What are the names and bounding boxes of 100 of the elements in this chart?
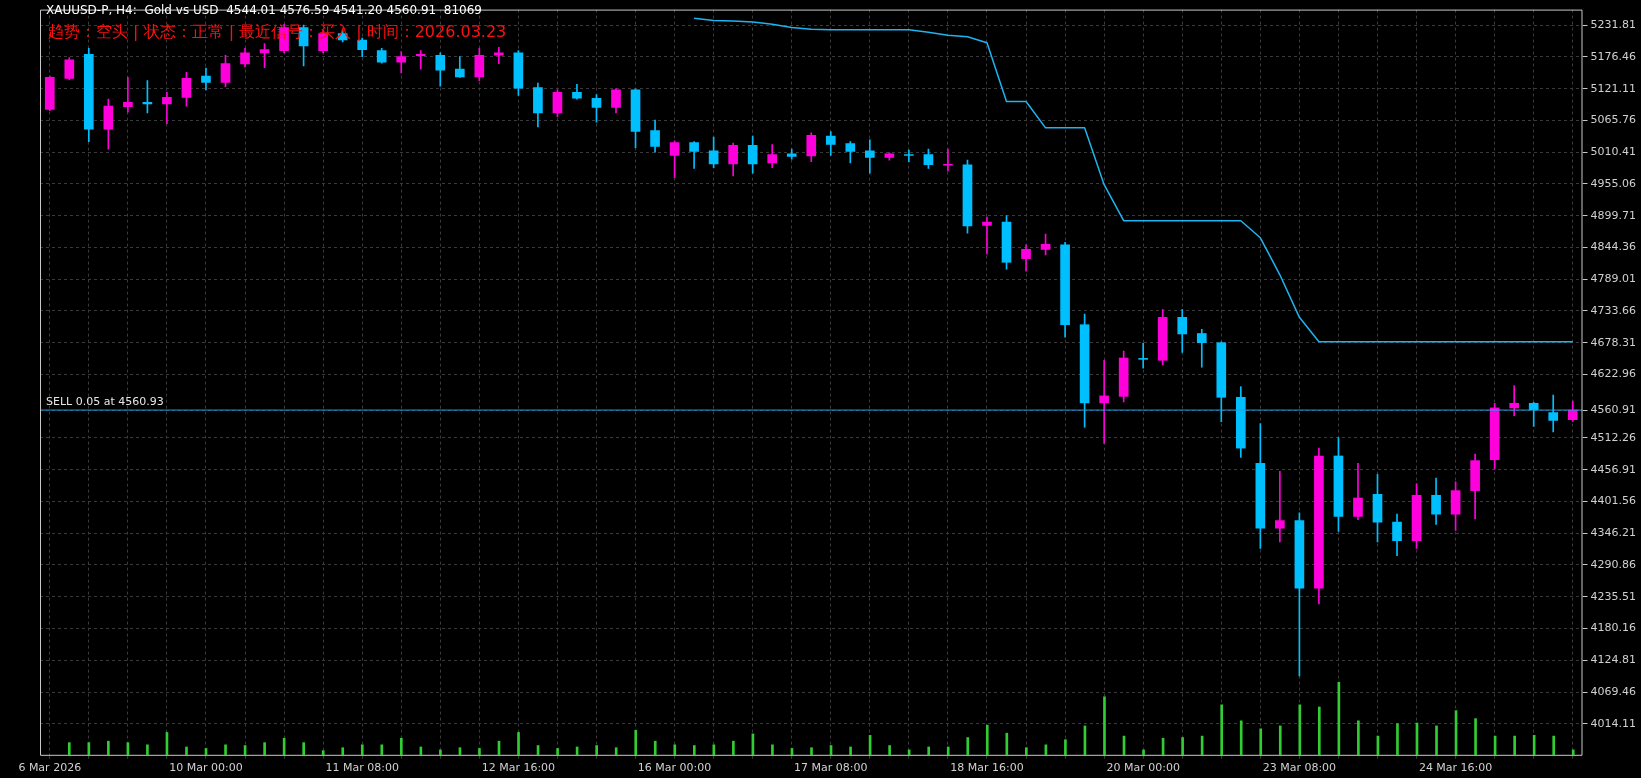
bar [67,742,71,755]
bar [595,745,598,755]
y-tick-label: 4678.31 [1590,335,1637,349]
bar [1220,704,1223,755]
candlestick [1275,470,1285,543]
candlestick [904,149,914,162]
bar [927,746,931,755]
bar [1532,735,1536,755]
x-tick-label: 11 Mar 08:00 [325,761,399,775]
bar [224,744,227,755]
bar [185,746,188,755]
bar [1396,723,1399,755]
y-tick-label: 4622.96 [1590,367,1637,381]
x-tick-label: 17 Mar 08:00 [794,761,868,775]
bar [302,742,306,755]
y-tick-label: 5176.46 [1590,49,1637,63]
y-tick-label: 4955.06 [1590,176,1637,190]
bar [478,748,481,755]
bar [1317,706,1321,755]
chart-title: XAUUSD-P, H4: Gold vs USD 4544.01 4576.59 4541.20 4560.91 81069 [46,3,482,17]
bar [439,749,442,755]
x-tick-label: 10 Mar 00:00 [169,761,243,775]
bar [771,744,774,755]
y-tick-label: 4512.26 [1590,430,1637,444]
bar [1005,732,1009,755]
y-tick-label: 4401.56 [1590,494,1637,508]
bar [1513,735,1516,755]
bar [1474,718,1477,755]
y-tick-label: 5121.11 [1590,81,1637,95]
candlestick [1196,329,1207,368]
bar [673,744,677,755]
bar [1552,735,1556,755]
bar [1571,749,1575,755]
y-tick-label: 4290.86 [1590,557,1637,571]
bar [888,745,891,755]
bar [692,745,696,755]
x-tick-label: 6 Mar 2026 [18,761,82,775]
y-tick-label: 4560.91 [1590,402,1637,416]
y-tick-label: 4844.36 [1590,240,1637,254]
y-tick-label: 5065.76 [1590,113,1637,127]
y-tick-label: 5010.41 [1590,145,1637,159]
candlestick [123,77,133,113]
bar [849,746,852,755]
candlestick [1138,342,1149,369]
bar [1435,725,1438,755]
bar [1239,720,1243,755]
candlestick [1099,359,1109,444]
bar [614,747,618,755]
y-tick-label: 4014.11 [1590,716,1637,730]
bar [966,737,970,755]
bar [517,732,520,755]
candlestick [943,148,953,172]
bar [1357,720,1360,755]
bar [341,747,345,755]
bar [321,750,325,755]
y-tick-label: 4733.66 [1590,303,1637,317]
bar [380,744,384,755]
bar [146,744,149,755]
y-tick-label: 4124.81 [1590,653,1637,667]
bar [400,737,403,755]
bar [1298,704,1302,755]
bar [556,748,559,755]
bar [810,747,813,755]
candlestick [162,91,172,124]
bar [1025,747,1028,755]
bar [360,744,364,755]
candlestick [494,47,504,64]
bar [87,742,91,755]
y-tick-label: 4180.16 [1590,621,1637,635]
y-tick-label: 4899.71 [1590,208,1637,222]
y-tick-label: 4346.21 [1590,526,1637,540]
candlestick [415,50,426,70]
ref-line-label: SELL 0.05 at 4560.93 [46,395,164,409]
x-tick-label: 20 Mar 00:00 [1106,761,1180,775]
candlestick [982,216,992,255]
x-tick-label: 24 Mar 16:00 [1418,761,1493,775]
bar [634,729,638,755]
bar [732,740,735,755]
bar [263,742,266,755]
bar [653,740,657,755]
y-tick-label: 4789.01 [1590,272,1637,286]
y-tick-label: 4456.91 [1590,462,1637,476]
x-tick-label: 16 Mar 00:00 [637,761,712,775]
y-tick-label: 4069.46 [1590,684,1637,698]
bar [1103,696,1106,755]
y-tick-label: 4235.51 [1590,589,1637,603]
candlestick [1509,385,1519,417]
candlestick [865,139,875,174]
bar [1278,725,1282,755]
bar [985,724,989,755]
x-tick-label: 18 Mar 16:00 [950,761,1024,775]
x-tick-label: 23 Mar 08:00 [1262,761,1337,775]
bar [1142,749,1145,755]
bar [107,740,110,755]
y-tick-label: 5231.81 [1590,18,1637,32]
bar [1181,737,1184,755]
x-tick-label: 12 Mar 16:00 [481,761,556,775]
bar [946,746,950,755]
bar [1259,728,1263,755]
bar [1064,739,1067,755]
